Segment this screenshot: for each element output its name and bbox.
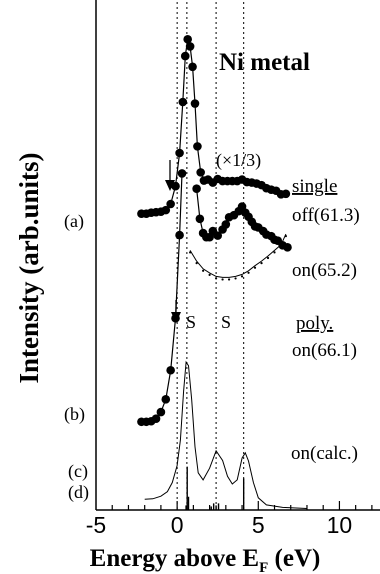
data-point-poly <box>227 278 231 281</box>
data-point-a_off <box>175 148 184 158</box>
data-point-a_on <box>213 231 223 240</box>
curve-label-a: (a) <box>64 211 84 232</box>
data-point-b <box>166 365 175 375</box>
x-axis-label: Energy above EF (eV) <box>90 545 321 574</box>
data-point-poly <box>214 277 218 280</box>
plot-area: -5 0 5 10 <box>86 0 380 538</box>
data-point-a_off <box>161 205 171 215</box>
data-point-poly <box>221 278 224 281</box>
label-off: off(61.3) <box>292 205 360 226</box>
data-point-a_off <box>281 189 291 199</box>
annotation-scale: (×1/3) <box>216 150 261 171</box>
data-point-b <box>161 395 171 404</box>
data-point-a_off <box>180 51 190 61</box>
data-point-a_on <box>221 220 231 229</box>
x-axis-label-subscript: F <box>259 560 268 574</box>
annotation-s1: S <box>186 312 196 332</box>
data-point-a_off <box>171 181 180 191</box>
data-point-poly <box>247 271 250 274</box>
data-point-a_off <box>185 42 195 51</box>
data-point-a_off <box>183 34 192 44</box>
data-point-a_on <box>283 243 292 252</box>
data-point-poly <box>284 234 287 238</box>
data-point-poly <box>202 269 205 272</box>
data-point-a_off <box>193 142 202 151</box>
arrow-1 <box>165 160 175 191</box>
data-point-a_off <box>188 62 197 72</box>
label-on-poly: on(66.1) <box>292 340 357 361</box>
curve-label-d: (d) <box>68 482 89 503</box>
arrow-2 <box>171 300 181 323</box>
data-point-a_off <box>196 168 205 177</box>
x-tick-label: -5 <box>86 512 106 538</box>
x-tick-label: 5 <box>252 512 265 538</box>
data-point-poly <box>260 262 263 265</box>
data-point-poly <box>195 262 198 265</box>
data-point-poly <box>253 266 257 269</box>
annotation-s2: S <box>221 312 231 332</box>
label-on: on(65.2) <box>292 260 357 281</box>
chart-title: Ni metal <box>219 49 310 76</box>
data-point-a_off <box>166 199 175 209</box>
data-point-b <box>156 407 166 417</box>
label-single: single <box>292 176 337 197</box>
data-point-poly <box>279 245 283 248</box>
x-axis-label-unit: (eV) <box>268 545 320 572</box>
x-axis-label-main: Energy above E <box>90 545 259 572</box>
series-line-c <box>144 360 308 509</box>
curve-label-b: (b) <box>64 404 85 425</box>
label-poly: poly. <box>296 313 333 334</box>
data-point-poly <box>208 273 211 276</box>
y-axis-label: Intensity (arb.units) <box>14 152 44 383</box>
data-point-poly <box>266 256 270 260</box>
data-point-b <box>177 169 187 178</box>
x-tick-label: 10 <box>327 512 353 538</box>
data-point-b <box>151 414 161 424</box>
label-on-calc: on(calc.) <box>291 443 358 464</box>
data-point-b <box>175 230 184 240</box>
x-tick-label: 0 <box>171 512 184 538</box>
data-point-a_on <box>195 214 205 224</box>
data-point-a_off <box>178 97 188 107</box>
data-point-a_off <box>190 99 200 108</box>
data-point-poly <box>234 277 237 280</box>
series-line-poly <box>189 233 287 278</box>
data-point-poly <box>189 251 192 254</box>
data-point-poly <box>273 251 276 254</box>
data-point-poly <box>240 275 244 278</box>
data-point-a_on <box>192 184 201 193</box>
curve-label-c: (c) <box>68 461 88 482</box>
